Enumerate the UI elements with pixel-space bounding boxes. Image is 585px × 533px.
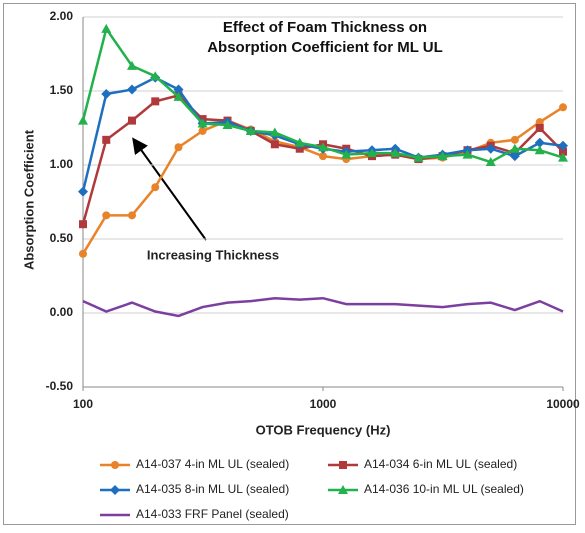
marker xyxy=(485,157,496,167)
marker xyxy=(150,71,161,81)
y-tick-label: -0.50 xyxy=(46,379,74,393)
frame xyxy=(3,3,576,525)
legend-label: A14-036 10-in ML UL (sealed) xyxy=(364,482,524,496)
marker xyxy=(390,148,401,158)
marker xyxy=(509,151,520,162)
marker xyxy=(294,137,305,147)
series-line xyxy=(82,296,564,318)
chart-title: Effect of Foam Thickness on Absorption C… xyxy=(207,19,443,56)
marker xyxy=(222,120,233,130)
marker xyxy=(127,116,136,125)
marker xyxy=(126,84,137,95)
marker xyxy=(319,152,327,161)
x-tick-label: 10000 xyxy=(546,397,580,411)
marker xyxy=(78,186,88,197)
marker xyxy=(269,127,280,137)
marker xyxy=(558,152,568,162)
marker xyxy=(126,60,137,70)
marker xyxy=(366,148,377,158)
x-tick-label: 100 xyxy=(73,397,93,411)
marker xyxy=(535,124,544,132)
marker xyxy=(79,220,87,229)
marker xyxy=(485,143,496,154)
marker xyxy=(151,183,160,192)
marker xyxy=(245,125,256,135)
marker xyxy=(174,143,183,152)
marker xyxy=(198,126,207,135)
marker xyxy=(534,145,545,155)
x-axis-label: OTOB Frequency (Hz) xyxy=(256,422,391,437)
y-tick-label: 0.00 xyxy=(50,305,74,319)
annotation: Increasing Thickness xyxy=(147,247,279,262)
legend-label: A14-033 FRF Panel (sealed) xyxy=(136,507,289,521)
y-tick-label: 1.00 xyxy=(50,157,74,171)
marker xyxy=(341,149,352,159)
marker xyxy=(437,151,448,161)
y-tick-label: 2.00 xyxy=(50,9,74,23)
marker xyxy=(339,461,347,469)
y-axis-label: Absorption Coefficient xyxy=(21,129,36,270)
marker xyxy=(110,485,120,495)
marker xyxy=(559,103,567,112)
marker xyxy=(534,137,545,148)
marker xyxy=(559,147,567,156)
y-tick-label: 1.50 xyxy=(50,83,74,97)
marker xyxy=(509,143,520,153)
marker xyxy=(101,23,112,33)
marker xyxy=(173,84,184,95)
marker xyxy=(510,135,519,144)
legend-label: A14-034 6-in ML UL (sealed) xyxy=(364,457,517,471)
marker xyxy=(78,115,88,125)
marker xyxy=(413,152,424,162)
marker xyxy=(102,211,111,220)
marker xyxy=(101,88,112,99)
marker xyxy=(111,461,119,469)
marker xyxy=(127,211,136,220)
marker xyxy=(318,142,328,152)
marker xyxy=(197,118,208,128)
marker xyxy=(102,135,111,144)
legend-label: A14-035 8-in ML UL (sealed) xyxy=(136,482,289,496)
legend-label: A14-037 4-in ML UL (sealed) xyxy=(136,457,289,471)
marker xyxy=(462,149,473,159)
y-tick-label: 0.50 xyxy=(50,231,74,245)
marker xyxy=(558,140,568,151)
annotation-arrow xyxy=(132,137,207,241)
x-tick-label: 1000 xyxy=(310,397,337,411)
marker xyxy=(338,485,348,494)
marker xyxy=(173,91,184,101)
marker xyxy=(270,140,279,149)
marker xyxy=(79,249,87,258)
marker xyxy=(151,97,160,106)
